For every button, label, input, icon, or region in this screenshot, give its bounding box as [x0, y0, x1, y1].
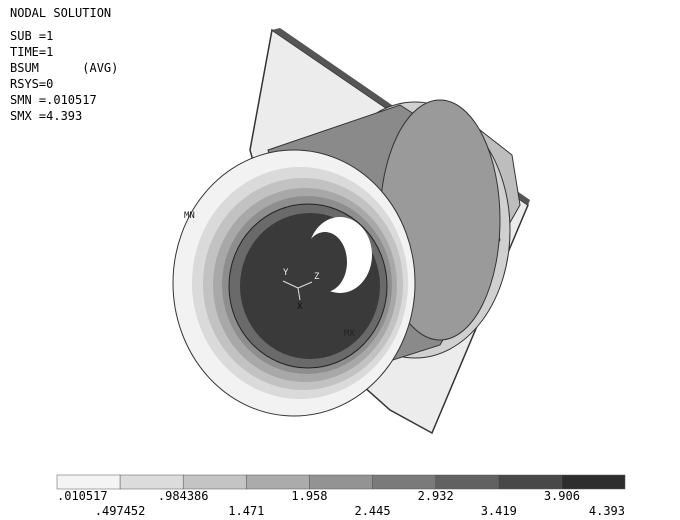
legend: .010517.497452 .984386 1.471 1.958 2.445 2.93…: [57, 475, 625, 518]
legend-label: 3.906: [544, 489, 580, 503]
max-marker: MX: [344, 329, 355, 339]
info-line: BSUM (AVG): [10, 61, 118, 75]
legend-band: [562, 475, 625, 489]
legend-label: 1.471: [228, 504, 264, 518]
legend-label: .984386: [158, 489, 209, 503]
legend-band: [499, 475, 562, 489]
legend-band: [246, 475, 309, 489]
page: {"header": {"title": "NODAL SOLUTION", "…: [0, 0, 680, 520]
legend-label: 2.932: [418, 489, 454, 503]
legend-label: 4.393: [589, 504, 625, 518]
legend-label: 3.419: [481, 504, 517, 518]
legend-label: 1.958: [291, 489, 327, 503]
info-line: SUB =1: [10, 29, 53, 43]
legend-band: [373, 475, 436, 489]
legend-band: [436, 475, 499, 489]
title: NODAL SOLUTION: [10, 6, 111, 20]
header: NODAL SOLUTION SUB =1 TIME=1 BSUM (AVG) …: [10, 6, 118, 123]
screen: NODAL SOLUTION SUB =1 TIME=1 BSUM (AVG) …: [0, 0, 680, 520]
info-line: TIME=1: [10, 45, 53, 59]
legend-band: [57, 475, 120, 489]
legend-band: [309, 475, 372, 489]
axis-label: Y: [283, 268, 289, 278]
axis-label: Z: [314, 272, 320, 282]
info-line: SMX =4.393: [10, 109, 82, 123]
min-marker: MN: [184, 211, 195, 221]
legend-band: [120, 475, 183, 489]
info-line: SMN =.010517: [10, 93, 97, 107]
legend-band: [183, 475, 246, 489]
model: MN MX Y Z X: [173, 28, 530, 433]
axis-label: X: [297, 302, 303, 312]
legend-label: .497452: [95, 504, 146, 518]
legend-label: 2.445: [354, 504, 390, 518]
legend-label: .010517: [57, 489, 108, 503]
info-line: RSYS=0: [10, 77, 53, 91]
